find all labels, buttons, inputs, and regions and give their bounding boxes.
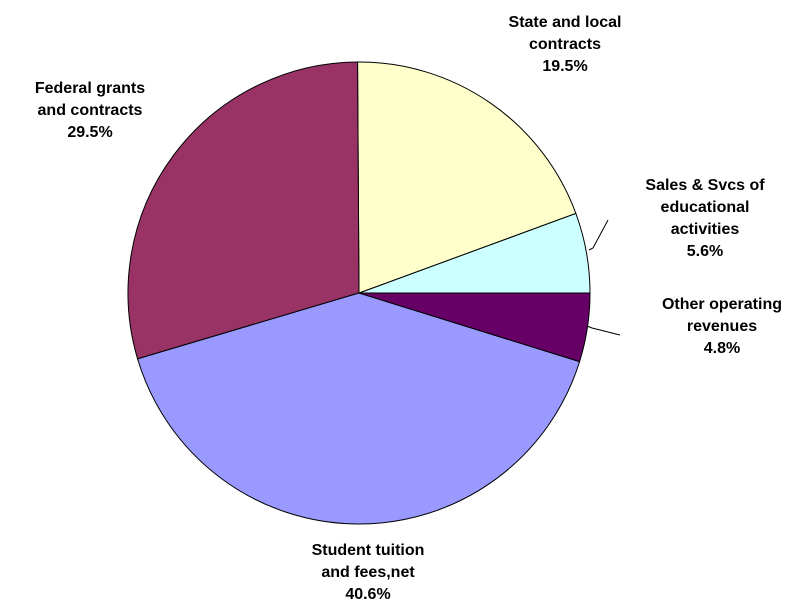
federal-grants-slice — [127, 61, 360, 360]
student-tuition-slice — [136, 292, 581, 525]
other-operating-slice — [358, 292, 591, 363]
state-local-label: State and local contracts 19.5% — [509, 14, 622, 75]
slice-labels: Sales & Svcs of educational activities 5.6%… — [35, 14, 782, 603]
federal-grants-label: Federal grants and contracts 29.5% — [35, 80, 145, 141]
student-tuition-label: Student tuition and fees,net 40.6% — [312, 542, 425, 603]
leader-lines — [586, 219, 621, 336]
pie-slices — [127, 61, 591, 525]
other-operating-leader-line — [586, 325, 621, 336]
state-local-slice — [357, 61, 577, 294]
sales-services-leader-line — [588, 219, 609, 251]
other-operating-label: Other operating revenues 4.8% — [662, 296, 782, 357]
sales-services-label: Sales & Svcs of educational activities 5.6% — [645, 177, 765, 260]
